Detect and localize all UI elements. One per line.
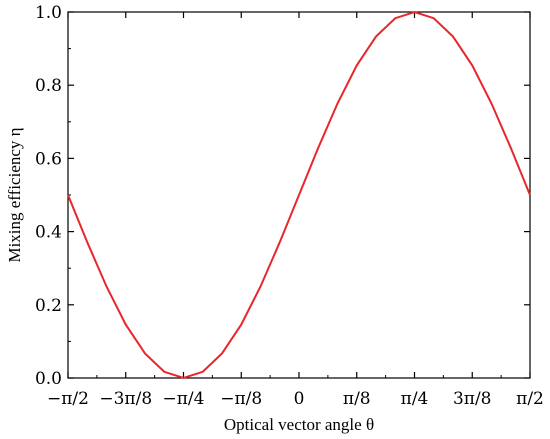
axis-ticks bbox=[67, 11, 531, 379]
y-tick-label: 0.6 bbox=[35, 149, 62, 169]
tick-labels: −π/2 −3π/8 −π/4 −π/8 0 π/8 π/4 3π/8 π/2 0.0 0.2 0.4… bbox=[35, 3, 544, 409]
y-tick-label: 0.4 bbox=[35, 223, 62, 243]
x-tick-label: 3π/8 bbox=[453, 389, 492, 409]
y-tick-label: 0.2 bbox=[35, 296, 62, 316]
x-tick-label: π/2 bbox=[516, 389, 544, 409]
y-tick-label: 0.0 bbox=[35, 369, 62, 389]
x-axis-label: Optical vector angle θ bbox=[224, 415, 374, 434]
y-tick-label: 0.8 bbox=[35, 76, 62, 96]
x-tick-label: 0 bbox=[294, 389, 305, 409]
x-tick-label: −π/4 bbox=[163, 389, 205, 409]
x-tick-label: −π/2 bbox=[47, 389, 89, 409]
series-line-efficiency bbox=[67, 10, 531, 380]
y-axis-label: Mixing efficiency η bbox=[5, 127, 24, 262]
x-tick-label: −π/8 bbox=[220, 389, 262, 409]
x-tick-label: π/4 bbox=[401, 389, 429, 409]
y-tick-label: 1.0 bbox=[35, 3, 62, 23]
x-tick-label: −3π/8 bbox=[99, 389, 152, 409]
x-tick-label: π/8 bbox=[343, 389, 371, 409]
